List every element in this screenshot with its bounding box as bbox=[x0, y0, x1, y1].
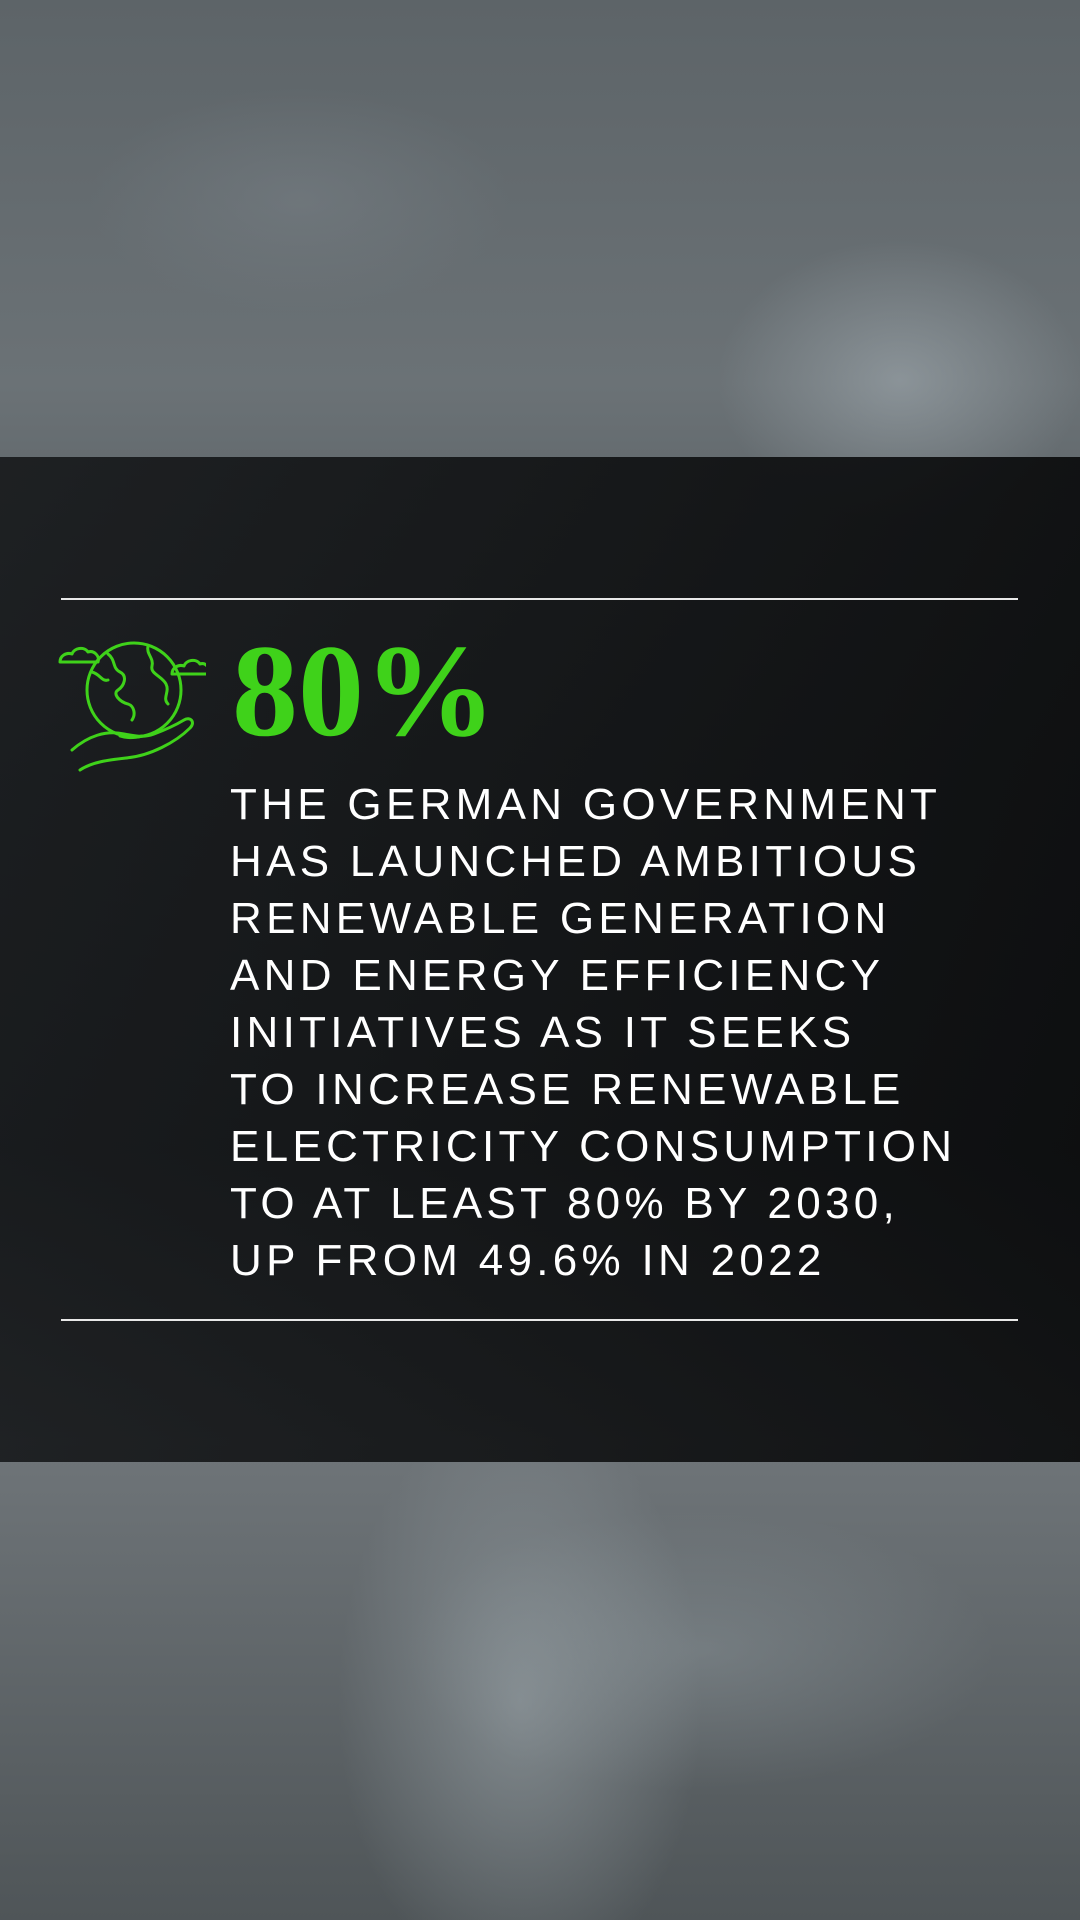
body-line: RENEWABLE GENERATION bbox=[230, 894, 891, 943]
top-rule bbox=[61, 598, 1018, 600]
body-line: TO INCREASE RENEWABLE bbox=[230, 1065, 905, 1114]
body-line: THE GERMAN GOVERNMENT bbox=[230, 780, 942, 829]
body-line: TO AT LEAST 80% BY 2030, bbox=[230, 1179, 900, 1228]
body-line: ELECTRICITY CONSUMPTION bbox=[230, 1122, 957, 1171]
globe-hand-icon bbox=[58, 641, 206, 772]
body-line: AND ENERGY EFFICIENCY bbox=[230, 951, 885, 1000]
body-line: UP FROM 49.6% IN 2022 bbox=[230, 1236, 826, 1285]
stat-value: 80% bbox=[232, 617, 496, 764]
bottom-rule bbox=[61, 1319, 1018, 1321]
body-text: THE GERMAN GOVERNMENT HAS LAUNCHED AMBITI… bbox=[230, 776, 956, 1289]
body-line: HAS LAUNCHED AMBITIOUS bbox=[230, 837, 922, 886]
body-line: INITIATIVES AS IT SEEKS bbox=[230, 1008, 856, 1057]
text-band bbox=[0, 457, 1080, 1462]
